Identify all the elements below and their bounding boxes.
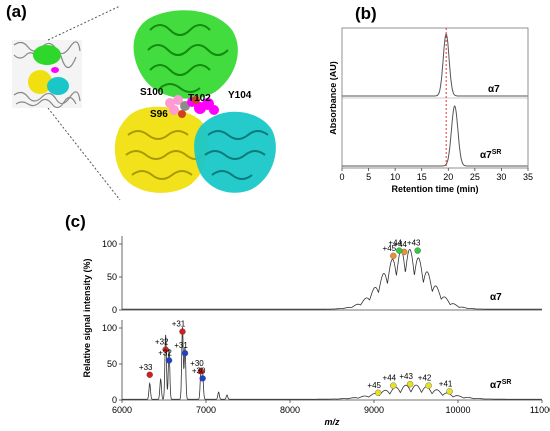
interface-residues <box>165 95 219 118</box>
chromatogram-chart: α7 α7SR 0 5 10 15 20 25 30 35 Retention time (min)… <box>330 27 533 194</box>
charge-state-dot-bottom <box>446 388 453 395</box>
green-subunit <box>133 10 238 99</box>
mass-spectrum-chart: 0 50 100 0 50 100 6000 7000 8000 9000 10000 11000 m/… <box>82 236 550 427</box>
panel-b-label: (b) <box>355 4 377 23</box>
charge-state-label-bottom: +44 <box>383 374 397 383</box>
y-tick-label: 50 <box>107 272 117 282</box>
charge-state-dot-bottom <box>425 382 432 389</box>
x-tick-label: 35 <box>523 172 533 182</box>
series-label-alpha7sr: α7SR <box>490 379 511 391</box>
trace-alpha7 <box>342 32 528 97</box>
charge-state-label-bottom: +31 <box>174 341 188 350</box>
inset-complex <box>12 40 82 109</box>
y-axis-label: Relative signal intensity (%) <box>82 258 92 377</box>
y-tick-label: 0 <box>112 395 117 405</box>
x-tick-label: 7000 <box>196 405 216 415</box>
charge-state-label-bottom: +41 <box>439 379 453 388</box>
x-tick-label: 11000 <box>530 405 550 415</box>
charge-state-label-top: +44 <box>388 239 402 248</box>
series-label-alpha7: α7 <box>490 292 502 303</box>
protein-structure-figure: S100 T102 Y104 S96 <box>12 5 276 201</box>
x-axis-label: Retention time (min) <box>392 184 479 194</box>
charge-state-dot-bottom <box>406 380 414 388</box>
residue-label-s100: S100 <box>140 87 164 98</box>
y-tick-label: 50 <box>107 359 117 369</box>
charge-state-label-bottom: +32 <box>155 338 169 347</box>
charge-state-dot-bottom <box>390 382 397 389</box>
x-axis-label: m/z <box>324 417 340 427</box>
x-tick-label: 5 <box>366 172 371 182</box>
y-axis-label: Absorbance (AU) <box>330 61 338 135</box>
x-tick-label: 25 <box>470 172 480 182</box>
charge-state-dot-bottom <box>179 328 186 335</box>
charge-state-dot-top <box>414 247 421 254</box>
x-tick-label: 10 <box>390 172 400 182</box>
x-tick-label: 20 <box>443 172 453 182</box>
x-tick-label: 0 <box>339 172 344 182</box>
x-tick-label: 8000 <box>280 405 300 415</box>
charge-state-dot-bottom <box>199 375 206 382</box>
spectrum-alpha7 <box>122 249 542 310</box>
charge-state-dot-bottom <box>197 367 205 375</box>
charge-state-dot-bottom <box>181 349 189 357</box>
charge-state-dot-top <box>390 252 397 260</box>
x-tick-label: 15 <box>417 172 427 182</box>
residue-label-t102: T102 <box>188 93 211 104</box>
charge-state-dot-bottom <box>146 371 153 379</box>
charge-state-dot-bottom <box>162 346 169 353</box>
cyan-subunit <box>194 111 276 193</box>
series-label-alpha7: α7 <box>488 84 500 95</box>
charge-state-label-bottom: +43 <box>399 372 413 381</box>
charge-state-label-bottom: +30 <box>190 359 204 368</box>
charge-state-label-top: +43 <box>407 239 421 248</box>
panel-a-label: (a) <box>6 2 27 21</box>
residue-label-y104: Y104 <box>228 90 252 101</box>
charge-state-label-bottom: +42 <box>418 374 432 383</box>
charge-state-dot-bottom <box>165 357 173 364</box>
yellow-subunit <box>114 106 209 193</box>
charge-state-label-bottom: +33 <box>139 363 153 372</box>
charge-state-label-top: +44 <box>393 240 407 249</box>
residue-label-s96: S96 <box>150 109 168 120</box>
series-label-alpha7sr: α7SR <box>480 149 501 161</box>
panel-c-label: (c) <box>65 212 86 231</box>
y-tick-label: 100 <box>102 323 117 333</box>
charge-state-label-bottom: +45 <box>367 381 381 390</box>
charge-state-label-bottom: +31 <box>172 320 186 329</box>
x-tick-label: 30 <box>496 172 506 182</box>
x-tick-label: 10000 <box>445 405 470 415</box>
charge-state-dot-bottom <box>375 389 382 397</box>
charge-state-label-top: +45 <box>383 244 397 253</box>
charge-state-label-bottom: +32 <box>158 348 172 357</box>
x-tick-label: 9000 <box>364 405 384 415</box>
y-tick-label: 0 <box>112 305 117 315</box>
charge-state-dot-top <box>396 247 403 254</box>
trace-alpha7sr <box>342 105 528 167</box>
x-tick-label: 6000 <box>112 405 132 415</box>
spectrum-alpha7sr <box>122 327 542 400</box>
y-tick-label: 100 <box>102 239 117 249</box>
charge-state-label-bottom: +30 <box>192 366 206 375</box>
